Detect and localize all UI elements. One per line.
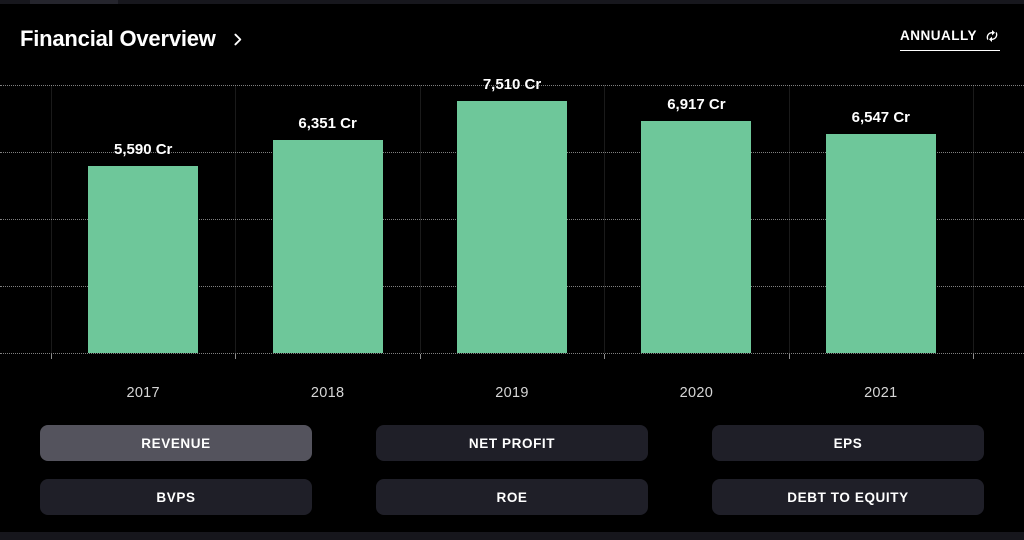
bar-value-label: 6,917 Cr <box>667 96 726 114</box>
header: Financial Overview ANNUALLY <box>20 22 1000 56</box>
x-axis-label-2017: 2017 <box>126 385 160 401</box>
v-gridline <box>604 85 606 353</box>
v-gridline <box>419 85 421 353</box>
bar-2017[interactable] <box>88 165 199 353</box>
bar-2018[interactable] <box>272 140 383 353</box>
metric-button-debt-to-equity[interactable]: DEBT TO EQUITY <box>712 479 984 515</box>
x-axis-label-2021: 2021 <box>864 385 898 401</box>
x-axis-label-2020: 2020 <box>679 385 714 401</box>
window-bottom-edge <box>0 532 1024 540</box>
financial-overview-link[interactable]: Financial Overview <box>20 26 246 52</box>
axis-tick <box>973 354 974 359</box>
axis-tick <box>235 354 237 359</box>
bar-2019[interactable] <box>457 101 567 353</box>
h-gridline <box>0 85 1024 86</box>
axis-tick <box>51 354 52 359</box>
axis-tick <box>604 354 606 359</box>
metric-button-grid: REVENUE NET PROFIT EPS BVPS ROE DEBT TO EQUIT… <box>40 425 984 515</box>
v-gridline <box>788 85 790 353</box>
metric-button-bvps[interactable]: BVPS <box>40 479 312 515</box>
refresh-icon <box>984 28 1000 44</box>
chevron-right-icon <box>229 31 246 48</box>
bar-value-label: 6,547 Cr <box>851 108 910 126</box>
x-axis-label-2019: 2019 <box>495 385 529 401</box>
bar-value-label: 5,590 Cr <box>114 140 173 158</box>
metric-button-net-profit[interactable]: NET PROFIT <box>376 425 648 461</box>
h-gridline <box>0 353 1024 354</box>
axis-tick <box>788 354 790 359</box>
v-gridline <box>973 85 974 353</box>
metric-button-eps[interactable]: EPS <box>712 425 984 461</box>
bar-value-label: 7,510 Cr <box>482 76 542 94</box>
page-title: Financial Overview <box>20 26 216 51</box>
metric-button-roe[interactable]: ROE <box>376 479 648 515</box>
window-top-edge-highlight <box>30 0 118 4</box>
bar-value-label: 6,351 Cr <box>298 115 357 133</box>
v-gridline <box>235 85 237 353</box>
axis-tick <box>419 354 421 359</box>
bar-chart: 5,590 Cr 6,351 Cr 7,510 Cr 6,917 Cr 6,547 Cr <box>0 76 1024 359</box>
bar-2020[interactable] <box>641 121 752 353</box>
bar-2021[interactable] <box>825 133 936 353</box>
metric-button-revenue[interactable]: REVENUE <box>40 425 312 461</box>
period-selector[interactable]: ANNUALLY <box>899 28 1000 51</box>
v-gridline <box>51 85 52 353</box>
period-label: ANNUALLY <box>899 28 977 43</box>
x-axis-label-2018: 2018 <box>310 385 345 401</box>
window-top-edge <box>0 0 1024 4</box>
